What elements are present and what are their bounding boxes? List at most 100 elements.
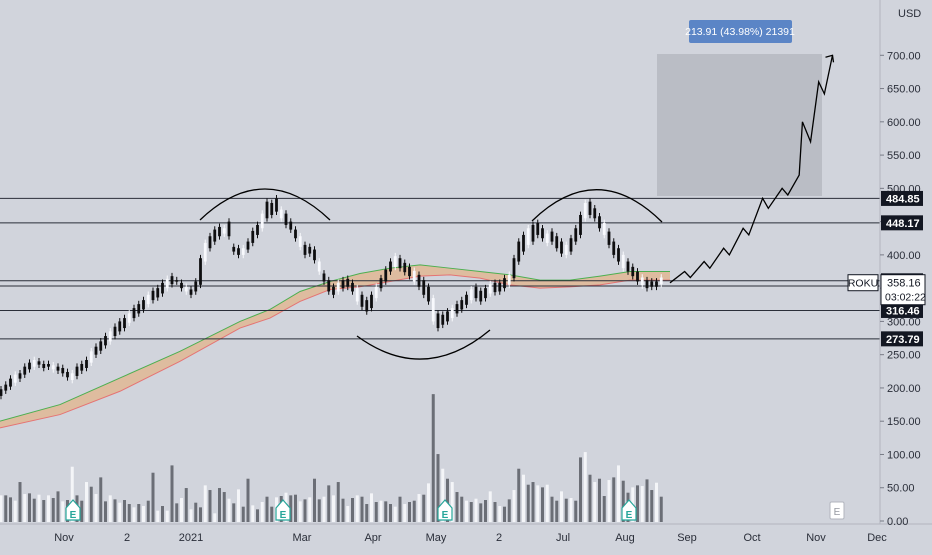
volume-bar [332, 495, 335, 522]
candle [503, 278, 506, 289]
volume-bar [241, 506, 245, 522]
candle [465, 294, 468, 305]
volume-bar [85, 482, 88, 522]
x-tick-label: 2021 [179, 532, 203, 544]
x-tick-label: Apr [364, 532, 381, 544]
y-tick-label: 100.00 [887, 449, 921, 461]
candle [408, 266, 411, 277]
candle [275, 198, 278, 212]
last-price-tag: ROKU 358.16 03:02:22 [847, 274, 926, 306]
volume-bar [393, 506, 397, 522]
volume-bar [593, 482, 597, 522]
candle [541, 228, 544, 239]
candle [612, 241, 616, 255]
volume-bar [474, 498, 478, 522]
candle [265, 201, 269, 219]
candle [104, 336, 107, 346]
volume-bar [640, 486, 644, 522]
y-tick-label: 400.00 [887, 250, 921, 262]
earnings-marker[interactable]: E [621, 499, 637, 521]
volume-bar [32, 498, 36, 522]
candle [631, 266, 635, 277]
y-tick-label: 700.00 [887, 50, 921, 62]
candle [4, 384, 8, 391]
candle [113, 326, 117, 337]
candle [398, 258, 402, 269]
arc-middle-trough[interactable] [356, 329, 491, 360]
candle [80, 363, 84, 371]
x-tick-label: Oct [743, 532, 760, 544]
earnings-marker[interactable]: E [829, 501, 845, 520]
volume-bar [270, 506, 274, 522]
volume-bar [237, 489, 240, 522]
earnings-marker[interactable]: E [65, 499, 81, 521]
volume-bar [417, 494, 421, 522]
volume-bar [431, 394, 435, 522]
candle [132, 308, 136, 319]
candle [564, 244, 568, 255]
candle [598, 216, 601, 229]
candle [355, 288, 359, 302]
candle [550, 231, 554, 242]
bar-countdown: 03:02:22 [885, 292, 926, 304]
volume-bar [579, 457, 582, 522]
volume-bar [484, 500, 487, 522]
earnings-marker[interactable]: E [437, 499, 453, 521]
volume-bar [123, 500, 126, 522]
measure-label-box [689, 20, 792, 43]
candle [289, 221, 293, 230]
candle [0, 389, 3, 396]
svg-text:273.79: 273.79 [886, 334, 920, 346]
arc-left-shoulder[interactable] [199, 188, 331, 221]
candle [531, 224, 535, 242]
volume-bar [541, 487, 544, 522]
volume-bar [455, 492, 459, 522]
candle [165, 278, 169, 289]
volume-bar [460, 496, 464, 522]
candle [593, 208, 597, 219]
y-tick-label: 150.00 [887, 416, 921, 428]
candle [479, 290, 483, 302]
volume-bar [227, 498, 231, 522]
projection-path[interactable] [669, 55, 834, 284]
volume-bar [398, 496, 402, 522]
volume-bar [545, 484, 549, 522]
volume-bar [246, 478, 250, 522]
earnings-marker[interactable]: E [275, 499, 291, 521]
candle [446, 311, 449, 322]
candle [184, 286, 188, 292]
candle [636, 271, 639, 282]
projection-arrow-head [825, 54, 835, 63]
volume-bar [602, 496, 606, 522]
candle [621, 254, 625, 269]
volume-bar [446, 478, 449, 522]
candle [507, 274, 511, 285]
volume-bar [47, 495, 50, 522]
candle [108, 331, 112, 342]
candle [23, 366, 27, 375]
candle [213, 229, 217, 242]
volume-bar [142, 506, 145, 522]
volume-bar [422, 494, 426, 522]
volume-bar [289, 495, 293, 522]
measure-box[interactable] [657, 54, 822, 196]
candle [517, 241, 521, 262]
candle [560, 241, 563, 254]
candle [579, 214, 582, 235]
candle [161, 282, 164, 294]
volume-bar [564, 498, 568, 522]
volume-bar [512, 490, 516, 522]
candle [146, 294, 150, 305]
volume-bar [450, 482, 454, 522]
candle [450, 308, 454, 319]
volume-bar [151, 472, 155, 522]
candle [360, 294, 364, 307]
volume-bar [42, 500, 46, 522]
volume-bar [365, 504, 369, 522]
arc-right-shoulder[interactable] [531, 189, 663, 223]
candle [89, 351, 93, 363]
volume-bar [588, 474, 592, 522]
currency-label: USD [898, 8, 921, 20]
